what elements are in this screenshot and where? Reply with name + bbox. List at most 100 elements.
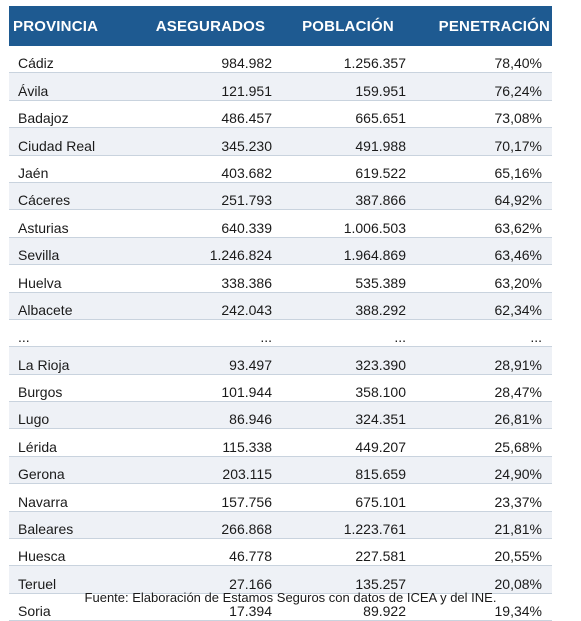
table-row: Navarra 157.756 675.101 23,37% <box>9 483 552 512</box>
cell-poblacion: 1.256.357 <box>278 46 418 74</box>
table-row: La Rioja 93.497 323.390 28,91% <box>9 346 552 375</box>
cell-asegurados: 403.682 <box>143 155 278 183</box>
cell-provincia: ... <box>9 319 143 348</box>
cell-provincia: Ávila <box>9 72 143 101</box>
table-row: Teruel 27.166 135.257 20,08% <box>9 565 552 594</box>
cell-poblacion: 159.951 <box>278 72 418 101</box>
cell-poblacion: 1.006.503 <box>278 209 418 238</box>
table-row: Cáceres 251.793 387.866 64,92% <box>9 182 552 211</box>
cell-asegurados: 86.946 <box>143 401 278 430</box>
cell-asegurados: 46.778 <box>143 538 278 567</box>
cell-poblacion: 491.988 <box>278 127 418 156</box>
cell-asegurados: 486.457 <box>143 100 278 129</box>
cell-provincia: Huesca <box>9 538 143 567</box>
table-row: Ávila 121.951 159.951 76,24% <box>9 72 552 101</box>
cell-asegurados: ... <box>143 319 278 348</box>
cell-provincia: Cádiz <box>9 46 143 74</box>
cell-poblacion: 358.100 <box>278 374 418 403</box>
cell-asegurados: 338.386 <box>143 264 278 293</box>
cell-penetracion: 28,91% <box>418 346 552 375</box>
cell-asegurados: 121.951 <box>143 72 278 101</box>
cell-provincia: Asturias <box>9 209 143 238</box>
cell-asegurados: 345.230 <box>143 127 278 156</box>
cell-penetracion: 23,37% <box>418 483 552 512</box>
cell-poblacion: 449.207 <box>278 428 418 457</box>
cell-poblacion: 387.866 <box>278 182 418 211</box>
cell-penetracion: 62,34% <box>418 292 552 320</box>
cell-poblacion: 324.351 <box>278 401 418 430</box>
column-header-asegurados: ASEGURADOS <box>143 6 278 46</box>
table-row: Burgos 101.944 358.100 28,47% <box>9 374 552 403</box>
cell-asegurados: 251.793 <box>143 182 278 211</box>
cell-asegurados: 27.166 <box>143 565 278 594</box>
cell-asegurados: 242.043 <box>143 292 278 320</box>
cell-provincia: Sevilla <box>9 237 143 266</box>
header-row: PROVINCIA ASEGURADOS POBLACIÓN PENETRACI… <box>9 6 552 46</box>
table-row: Huelva 338.386 535.389 63,20% <box>9 264 552 293</box>
cell-penetracion: 63,62% <box>418 209 552 238</box>
cell-poblacion: 388.292 <box>278 292 418 320</box>
table-row: Lérida 115.338 449.207 25,68% <box>9 428 552 457</box>
cell-provincia: Baleares <box>9 511 143 540</box>
cell-penetracion: 78,40% <box>418 46 552 74</box>
cell-asegurados: 157.756 <box>143 483 278 512</box>
cell-provincia: Burgos <box>9 374 143 403</box>
cell-penetracion: 25,68% <box>418 428 552 457</box>
cell-provincia: Albacete <box>9 292 143 320</box>
cell-asegurados: 93.497 <box>143 346 278 375</box>
cell-provincia: Jaén <box>9 155 143 183</box>
cell-penetracion: 24,90% <box>418 456 552 485</box>
table-header: PROVINCIA ASEGURADOS POBLACIÓN PENETRACI… <box>9 6 552 46</box>
cell-provincia: Gerona <box>9 456 143 485</box>
insurance-penetration-table: PROVINCIA ASEGURADOS POBLACIÓN PENETRACI… <box>9 6 552 621</box>
cell-provincia: Badajoz <box>9 100 143 129</box>
cell-poblacion: 619.522 <box>278 155 418 183</box>
cell-asegurados: 101.944 <box>143 374 278 403</box>
column-header-poblacion: POBLACIÓN <box>278 6 418 46</box>
table-body: Cádiz 984.982 1.256.357 78,40% Ávila 121.951 1… <box>9 46 552 621</box>
cell-poblacion: 535.389 <box>278 264 418 293</box>
cell-provincia: Lugo <box>9 401 143 430</box>
table-row: Huesca 46.778 227.581 20,55% <box>9 538 552 567</box>
cell-penetracion: 65,16% <box>418 155 552 183</box>
cell-poblacion: 1.964.869 <box>278 237 418 266</box>
cell-penetracion: 26,81% <box>418 401 552 430</box>
table-row: Lugo 86.946 324.351 26,81% <box>9 401 552 430</box>
table-row: Cádiz 984.982 1.256.357 78,40% <box>9 46 552 74</box>
cell-penetracion: 28,47% <box>418 374 552 403</box>
cell-provincia: Lérida <box>9 428 143 457</box>
table-row: Jaén 403.682 619.522 65,16% <box>9 155 552 183</box>
cell-provincia: Ciudad Real <box>9 127 143 156</box>
column-header-penetracion: PENETRACIÓN <box>418 6 552 46</box>
cell-penetracion: 63,46% <box>418 237 552 266</box>
cell-asegurados: 640.339 <box>143 209 278 238</box>
cell-poblacion: 323.390 <box>278 346 418 375</box>
cell-penetracion: 20,55% <box>418 538 552 567</box>
table-row: Albacete 242.043 388.292 62,34% <box>9 292 552 320</box>
cell-penetracion: 73,08% <box>418 100 552 129</box>
table-row: Gerona 203.115 815.659 24,90% <box>9 456 552 485</box>
column-header-provincia: PROVINCIA <box>9 6 143 46</box>
cell-poblacion: 815.659 <box>278 456 418 485</box>
cell-asegurados: 115.338 <box>143 428 278 457</box>
cell-poblacion: 1.223.761 <box>278 511 418 540</box>
table-row: ............ <box>9 319 552 348</box>
cell-asegurados: 1.246.824 <box>143 237 278 266</box>
cell-provincia: La Rioja <box>9 346 143 375</box>
cell-poblacion: 675.101 <box>278 483 418 512</box>
cell-penetracion: ... <box>418 319 552 348</box>
table-row: Badajoz 486.457 665.651 73,08% <box>9 100 552 129</box>
cell-poblacion: ... <box>278 319 418 348</box>
cell-penetracion: 76,24% <box>418 72 552 101</box>
source-note: Fuente: Elaboración de Estamos Seguros c… <box>84 590 497 605</box>
cell-asegurados: 984.982 <box>143 46 278 74</box>
cell-penetracion: 21,81% <box>418 511 552 540</box>
cell-asegurados: 203.115 <box>143 456 278 485</box>
cell-provincia: Cáceres <box>9 182 143 211</box>
cell-penetracion: 70,17% <box>418 127 552 156</box>
table-row: Sevilla 1.246.824 1.964.869 63,46% <box>9 237 552 266</box>
cell-provincia: Huelva <box>9 264 143 293</box>
cell-asegurados: 266.868 <box>143 511 278 540</box>
cell-provincia: Teruel <box>9 565 143 594</box>
